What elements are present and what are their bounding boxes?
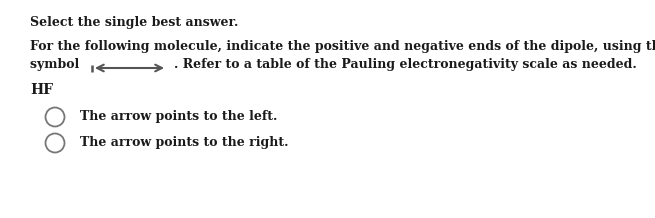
Text: Select the single best answer.: Select the single best answer.	[30, 16, 238, 29]
Text: The arrow points to the right.: The arrow points to the right.	[80, 136, 288, 149]
Text: symbol: symbol	[30, 58, 84, 71]
Text: The arrow points to the left.: The arrow points to the left.	[80, 110, 277, 123]
Text: HF: HF	[30, 83, 53, 97]
Text: . Refer to a table of the Pauling electronegativity scale as needed.: . Refer to a table of the Pauling electr…	[174, 58, 637, 71]
Text: For the following molecule, indicate the positive and negative ends of the dipol: For the following molecule, indicate the…	[30, 40, 655, 53]
